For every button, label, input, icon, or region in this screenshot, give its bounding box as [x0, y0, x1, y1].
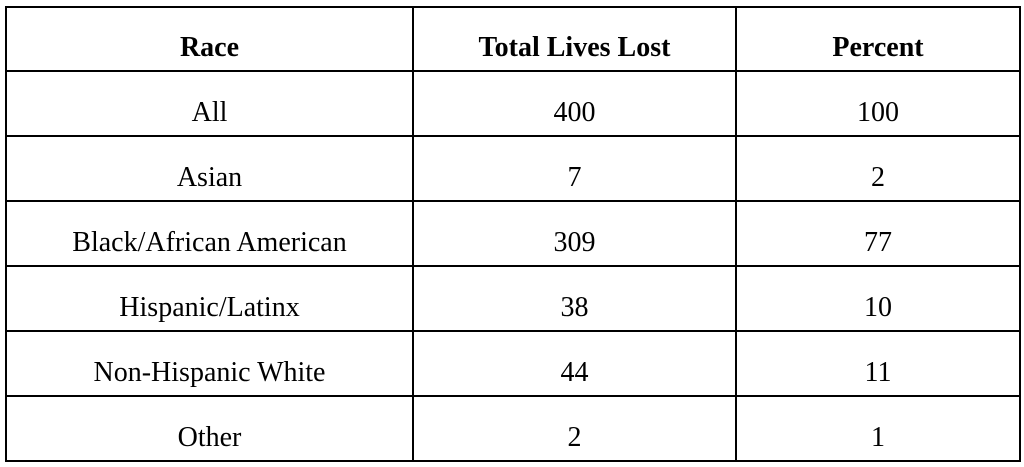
- table-row: Non-Hispanic White 44 11: [5, 330, 1021, 397]
- number-cell: 1: [735, 395, 1021, 462]
- table-row: Hispanic/Latinx 38 10: [5, 265, 1021, 332]
- number-cell: 309: [412, 200, 737, 267]
- header-cell: Percent: [735, 6, 1021, 72]
- table-row: All 400 100: [5, 70, 1021, 137]
- header-cell: Race: [5, 6, 414, 72]
- race-cell: Hispanic/Latinx: [5, 265, 414, 332]
- table-body: All 400 100 Asian 7 2 Black/African American 30…: [5, 70, 1021, 462]
- number-cell: 38: [412, 265, 737, 332]
- data-table: Race Total Lives Lost Percent All 400 100 A…: [5, 6, 1021, 462]
- number-cell: 2: [412, 395, 737, 462]
- race-cell: Non-Hispanic White: [5, 330, 414, 397]
- race-cell: Other: [5, 395, 414, 462]
- table-row: Other 2 1: [5, 395, 1021, 462]
- number-cell: 11: [735, 330, 1021, 397]
- number-cell: 400: [412, 70, 737, 137]
- number-cell: 100: [735, 70, 1021, 137]
- number-cell: 44: [412, 330, 737, 397]
- race-cell: All: [5, 70, 414, 137]
- number-cell: 77: [735, 200, 1021, 267]
- number-cell: 2: [735, 135, 1021, 202]
- race-cell: Asian: [5, 135, 414, 202]
- table-row: Asian 7 2: [5, 135, 1021, 202]
- header-row: Race Total Lives Lost Percent: [5, 6, 1021, 72]
- header-cell: Total Lives Lost: [412, 6, 737, 72]
- race-cell: Black/African American: [5, 200, 414, 267]
- number-cell: 7: [412, 135, 737, 202]
- table-row: Black/African American 309 77: [5, 200, 1021, 267]
- number-cell: 10: [735, 265, 1021, 332]
